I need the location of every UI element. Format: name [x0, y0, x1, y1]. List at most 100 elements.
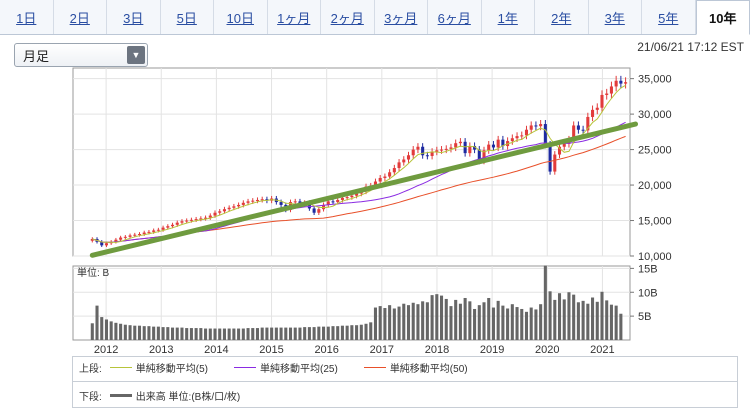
- candle-body: [482, 150, 486, 161]
- volume-bar: [265, 327, 269, 340]
- candle-body: [194, 219, 198, 221]
- volume-bar: [298, 327, 302, 340]
- candle-body: [133, 234, 137, 236]
- volume-bar: [425, 302, 429, 340]
- volume-bar: [166, 327, 170, 340]
- price-tick-label: 10,000: [638, 251, 672, 263]
- candle-body: [449, 147, 453, 149]
- candle-body: [293, 201, 297, 203]
- tab-9[interactable]: 1年: [482, 0, 535, 34]
- candle-body: [100, 241, 104, 246]
- volume-bar: [336, 326, 340, 340]
- candle-body: [397, 162, 401, 169]
- candle-body: [458, 141, 462, 144]
- candle-body: [444, 148, 448, 150]
- volume-bar: [180, 327, 184, 340]
- sma5-line: [92, 84, 626, 243]
- candle-body: [534, 125, 538, 127]
- sma25-swatch: [234, 366, 257, 368]
- volume-bar: [284, 327, 288, 340]
- volume-bar: [491, 307, 495, 340]
- volume-bar: [345, 325, 349, 340]
- volume-bar: [402, 303, 406, 340]
- volume-bar: [137, 325, 142, 340]
- volume-bar: [95, 305, 99, 340]
- tab-1[interactable]: 2日: [54, 0, 107, 34]
- volume-bar: [156, 326, 160, 340]
- candle-body: [255, 199, 260, 201]
- candle-body: [161, 227, 165, 230]
- candle-body: [491, 144, 495, 148]
- volume-bar: [534, 309, 538, 340]
- candle-body: [213, 212, 217, 216]
- candle-body: [524, 129, 529, 136]
- x-tick-label: 2016: [314, 344, 338, 356]
- volume-bar: [255, 328, 260, 340]
- timestamp: 21/06/21 17:12 EST: [637, 40, 744, 54]
- tab-8[interactable]: 6ヶ月: [428, 0, 482, 34]
- candle-body: [591, 109, 595, 117]
- tab-10[interactable]: 2年: [535, 0, 589, 34]
- candle-body: [204, 217, 208, 219]
- legend-sma5: 単純移動平均(5): [102, 360, 208, 375]
- tab-7[interactable]: 3ヶ月: [375, 0, 428, 34]
- interval-select[interactable]: 月足 ▼: [14, 43, 148, 67]
- candle-body: [487, 144, 491, 151]
- volume-bar: [218, 328, 222, 340]
- volume-bar: [510, 304, 514, 340]
- volume-bar: [482, 302, 486, 340]
- tab-5[interactable]: 1ヶ月: [268, 0, 321, 34]
- candle-body: [322, 204, 326, 210]
- volume-bar: [199, 328, 203, 340]
- volume-bar: [274, 327, 278, 340]
- candle-body: [147, 231, 151, 233]
- x-tick-label: 2015: [259, 344, 283, 356]
- volume-bar: [194, 328, 198, 340]
- candle-body: [137, 234, 142, 236]
- volume-bar: [388, 305, 392, 340]
- tab-13[interactable]: 10年: [695, 0, 750, 35]
- volume-bar: [557, 293, 562, 340]
- volume-tick-label: 10B: [638, 287, 658, 299]
- tab-12[interactable]: 5年: [642, 0, 696, 34]
- volume-bar: [543, 265, 547, 340]
- volume-bar: [350, 325, 354, 340]
- volume-bar: [109, 321, 113, 340]
- volume-bar: [170, 327, 175, 340]
- volume-bar: [378, 306, 382, 340]
- candle-body: [435, 150, 439, 152]
- volume-bar: [487, 297, 491, 340]
- volume-bar: [260, 327, 264, 340]
- candle-body: [539, 124, 543, 127]
- volume-tick-label: 15B: [638, 263, 658, 275]
- candle-body: [468, 146, 472, 154]
- candle-body: [331, 201, 335, 203]
- price-tick-label: 15,000: [638, 216, 672, 228]
- volume-bar: [227, 328, 231, 340]
- tab-11[interactable]: 3年: [589, 0, 642, 34]
- legend-divider: [73, 381, 737, 382]
- candle-body: [515, 136, 519, 139]
- tab-6[interactable]: 2ヶ月: [321, 0, 375, 34]
- candle-body: [406, 155, 411, 160]
- volume-bar: [506, 308, 510, 340]
- candle-body: [185, 220, 189, 222]
- tab-4[interactable]: 10日: [214, 0, 268, 34]
- tab-0[interactable]: 1日: [0, 0, 54, 34]
- legend-sma25: 単純移動平均(25): [226, 360, 338, 375]
- volume-bar: [496, 300, 500, 340]
- candle-body: [218, 211, 222, 213]
- volume-bar: [147, 326, 151, 340]
- volume-bar: [539, 304, 543, 340]
- tab-2[interactable]: 3日: [107, 0, 161, 34]
- candle-body: [425, 155, 429, 157]
- volume-bar: [213, 328, 217, 340]
- legend-sma50-label: 単純移動平均(50): [389, 363, 468, 375]
- volume-bar: [114, 322, 118, 340]
- candle-body: [336, 199, 340, 203]
- candle-body: [383, 176, 387, 178]
- tab-3[interactable]: 5日: [161, 0, 214, 34]
- volume-bar: [614, 305, 618, 340]
- candle-body: [557, 146, 562, 155]
- volume-bar: [232, 328, 236, 340]
